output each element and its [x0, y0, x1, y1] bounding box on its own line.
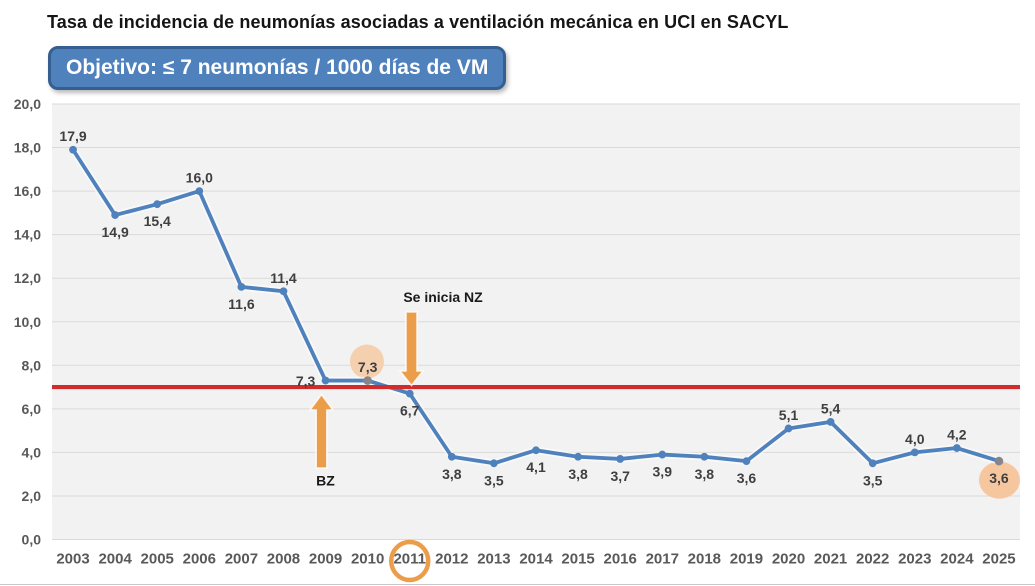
data-point-2018 [700, 452, 709, 461]
data-point-2012 [447, 452, 456, 461]
x-tick-label: 2010 [351, 551, 384, 568]
data-label-2006: 16,0 [186, 170, 213, 186]
data-label-2015: 3,8 [568, 466, 588, 482]
nz-arrow [398, 311, 425, 387]
x-tick-label: 2005 [141, 551, 174, 568]
data-point-2007 [237, 283, 246, 291]
highlight-circle-2010 [349, 344, 384, 379]
x-tick-label: 2007 [225, 551, 258, 568]
data-label-2005: 15,4 [144, 213, 171, 229]
y-tick-label: 6,0 [22, 401, 42, 417]
x-tick-label: 2006 [183, 551, 216, 568]
data-label-2023: 4,0 [905, 431, 925, 447]
data-label-2012: 3,8 [442, 466, 462, 482]
data-label-2010: 7,3 [358, 359, 378, 375]
x-tick-label: 2023 [898, 551, 931, 568]
data-point-2005 [153, 200, 162, 209]
highlight-circle-2025 [978, 461, 1020, 499]
data-label-2011: 6,7 [400, 403, 420, 419]
chart-title: Tasa de incidencia de neumonías asociada… [47, 12, 789, 32]
x-tick-label: 2013 [477, 551, 510, 568]
data-point-2025 [994, 456, 1004, 466]
x-tick-label: 2003 [56, 551, 89, 568]
bz-label: BZ [316, 473, 335, 489]
nz-label: Se inicia NZ [403, 289, 483, 305]
data-label-2024: 4,2 [947, 427, 967, 443]
x-tick-label: 2011 [393, 551, 426, 568]
y-tick-label: 4,0 [22, 444, 42, 460]
x-tick-label: 2021 [814, 551, 847, 568]
x-tick-label: 2008 [267, 551, 300, 568]
data-point-2019 [742, 457, 751, 466]
y-tick-label: 2,0 [22, 488, 42, 504]
data-point-2009 [321, 376, 330, 385]
y-tick-label: 0,0 [22, 532, 42, 548]
y-tick-label: 10,0 [14, 314, 41, 330]
data-point-2024 [952, 444, 961, 452]
data-label-2022: 3,5 [863, 472, 883, 488]
data-label-2016: 3,7 [610, 468, 630, 484]
data-label-2007: 11,6 [228, 296, 255, 312]
y-tick-label: 14,0 [14, 227, 41, 243]
bottom-divider [0, 584, 1035, 585]
data-label-2020: 5,1 [779, 407, 799, 423]
data-point-2022 [868, 459, 877, 468]
x-tick-label: 2018 [688, 551, 721, 568]
data-point-2023 [910, 448, 919, 457]
data-point-2016 [616, 455, 625, 463]
x-tick-label: 2016 [603, 551, 636, 568]
data-point-2003 [69, 145, 77, 154]
y-tick-label: 20,0 [14, 96, 41, 112]
objective-callout: Objetivo: ≤ 7 neumonías / 1000 días de V… [48, 46, 506, 90]
data-point-2017 [658, 450, 667, 459]
data-label-2019: 3,6 [737, 470, 757, 486]
data-label-2009: 7,3 [296, 373, 316, 389]
data-point-2015 [574, 452, 582, 461]
x-tick-label: 2009 [309, 551, 342, 568]
y-tick-label: 16,0 [14, 183, 41, 199]
data-point-2014 [532, 446, 540, 455]
data-label-2025: 3,6 [989, 470, 1009, 486]
y-tick-label: 18,0 [14, 140, 41, 156]
x-tick-label: 2014 [519, 551, 553, 568]
y-tick-label: 8,0 [22, 357, 42, 373]
x-tick-label: 2019 [730, 551, 763, 568]
bz-arrow [308, 393, 335, 469]
data-label-2018: 3,8 [695, 466, 715, 482]
data-point-2021 [826, 418, 835, 426]
data-label-2017: 3,9 [653, 464, 673, 480]
y-tick-label: 12,0 [14, 270, 41, 286]
data-label-2008: 11,4 [270, 270, 297, 286]
x-tick-label: 2022 [856, 551, 889, 568]
data-label-2013: 3,5 [484, 472, 504, 488]
category-ring-2011 [388, 539, 431, 583]
data-label-2003: 17,9 [59, 128, 86, 144]
data-label-2021: 5,4 [821, 400, 841, 416]
data-point-2011 [405, 389, 414, 398]
x-tick-label: 2017 [646, 551, 679, 568]
x-tick-label: 2020 [772, 551, 805, 568]
x-tick-label: 2015 [561, 551, 594, 568]
data-point-2010 [363, 376, 372, 385]
data-point-2004 [111, 211, 120, 219]
data-point-2006 [195, 187, 204, 196]
x-tick-label: 2012 [435, 551, 468, 568]
data-point-2008 [279, 287, 288, 296]
x-tick-label: 2025 [982, 551, 1015, 568]
data-label-2014: 4,1 [526, 459, 546, 475]
data-point-2020 [784, 424, 793, 433]
data-point-2013 [490, 459, 498, 468]
x-tick-label: 2004 [98, 551, 132, 568]
data-label-2004: 14,9 [102, 224, 129, 240]
objective-label: Objetivo: ≤ 7 neumonías / 1000 días de V… [66, 56, 489, 79]
x-tick-label: 2024 [940, 551, 974, 568]
